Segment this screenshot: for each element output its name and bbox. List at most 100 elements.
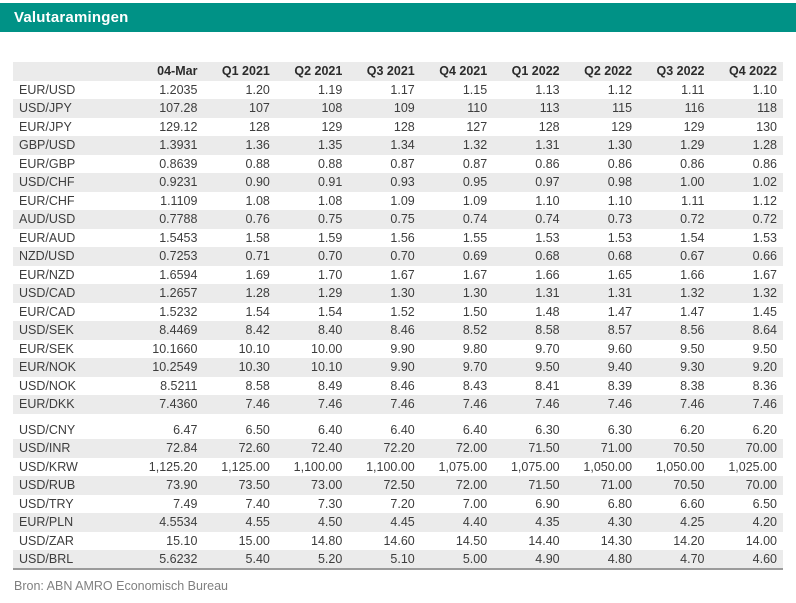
pair-cell: EUR/CAD — [19, 304, 76, 319]
table-row: EUR/NZD 1.6594 1.69 1.70 1.67 1.67 1.66 1.65 1.6… — [13, 266, 783, 285]
value-cell: 1.67 — [752, 267, 777, 282]
value-cell: 6.30 — [607, 422, 633, 437]
value-cell: 73.00 — [275, 476, 349, 495]
value-cell: 6.50 — [245, 422, 270, 437]
pair-cell: USD/CNY — [19, 422, 76, 437]
value-cell: 4.60 — [710, 550, 783, 569]
pair-cell: EUR/SEK — [19, 341, 74, 356]
value-cell: 0.86 — [680, 156, 705, 171]
value-cell: 14.50 — [455, 533, 488, 548]
pair-cell: EUR/USD — [19, 82, 76, 97]
value-cell: 0.75 — [348, 210, 421, 229]
column-header: Q2 2022 — [565, 62, 639, 81]
value-cell: 8.43 — [462, 378, 488, 393]
value-cell: 71.50 — [493, 476, 566, 495]
value-cell: 6.60 — [680, 496, 705, 511]
value-cell: 1.47 — [607, 304, 633, 319]
table-row: EUR/GBP 0.8639 0.88 0.88 0.87 0.87 0.86 0.86 0.8… — [13, 155, 783, 174]
forecast-table-container: 04-Mar Q1 2021 Q2 2021 Q3 2021 Q4 2021 Q1 202… — [13, 62, 783, 570]
table-row: EUR/AUD 1.5453 1.58 1.59 1.56 1.55 1.53 1.53 1.5… — [13, 229, 783, 248]
value-cell: 10.1660 — [152, 341, 198, 356]
value-cell: 5.40 — [203, 550, 276, 569]
value-cell: 15.00 — [238, 533, 270, 548]
value-cell: 72.40 — [275, 439, 349, 458]
pair-cell: USD/RUB — [13, 476, 131, 495]
value-cell: 1.30 — [348, 284, 421, 303]
value-cell: 1.32 — [420, 136, 494, 155]
value-cell: 130 — [756, 119, 777, 134]
value-cell: 8.5211 — [160, 378, 198, 393]
pair-cell: EUR/NZD — [19, 267, 75, 282]
column-header: Q2 2021 — [275, 62, 349, 81]
pair-cell: USD/TRY — [19, 496, 74, 511]
value-cell: 0.90 — [203, 173, 276, 192]
table-row: USD/KRW 1,125.20 1,125.00 1,100.00 1,100.00 1… — [13, 458, 783, 477]
value-cell: 1,025.00 — [728, 459, 777, 474]
value-cell: 0.8639 — [159, 156, 198, 171]
value-cell: 1.54 — [680, 230, 705, 245]
value-cell: 1.34 — [348, 136, 421, 155]
value-cell: 8.39 — [607, 378, 633, 393]
value-cell: 4.30 — [565, 513, 639, 532]
value-cell: 1.19 — [317, 82, 343, 97]
value-cell: 1.32 — [638, 284, 711, 303]
value-cell: 7.46 — [493, 395, 566, 414]
value-cell: 1.6594 — [159, 267, 198, 282]
value-cell: 6.40 — [317, 422, 343, 437]
table-row: EUR/CHF 1.1109 1.08 1.08 1.09 1.09 1.10 1.10 1.1… — [13, 192, 783, 211]
value-cell: 1.53 — [752, 230, 777, 245]
value-cell: 8.57 — [565, 321, 639, 340]
value-cell: 1.35 — [275, 136, 349, 155]
value-cell: 5.6232 — [131, 550, 204, 569]
value-cell: 7.40 — [245, 496, 270, 511]
value-cell: 7.46 — [275, 395, 349, 414]
value-cell: 0.9231 — [131, 173, 204, 192]
value-cell: 110 — [420, 99, 494, 118]
value-cell: 14.20 — [673, 533, 705, 548]
value-cell: 7.46 — [348, 395, 421, 414]
value-cell: 8.4469 — [131, 321, 204, 340]
value-cell: 1,050.00 — [583, 459, 633, 474]
value-cell: 7.46 — [420, 395, 494, 414]
value-cell: 0.70 — [275, 247, 349, 266]
value-cell: 0.93 — [348, 173, 421, 192]
value-cell: 8.56 — [638, 321, 711, 340]
value-cell: 1.29 — [638, 136, 711, 155]
table-row: EUR/USD 1.2035 1.20 1.19 1.17 1.15 1.13 1.12 1.1… — [13, 81, 783, 100]
value-cell: 0.88 — [317, 156, 343, 171]
value-cell: 0.97 — [493, 173, 566, 192]
value-cell: 1,075.00 — [510, 459, 560, 474]
value-cell: 1.11 — [681, 193, 705, 208]
value-cell: 0.7788 — [131, 210, 204, 229]
value-cell: 70.00 — [710, 476, 783, 495]
table-row: USD/CHF 0.9231 0.90 0.91 0.93 0.95 0.97 0.98 1.0… — [13, 173, 783, 192]
value-cell: 1.50 — [462, 304, 488, 319]
pair-cell: AUD/USD — [13, 210, 131, 229]
value-cell: 1.66 — [680, 267, 705, 282]
value-cell: 70.00 — [710, 439, 783, 458]
table-row: EUR/PLN 4.5534 4.55 4.50 4.45 4.40 4.35 4.30 4.2… — [13, 513, 783, 532]
value-cell: 4.5534 — [131, 513, 204, 532]
value-cell: 14.00 — [745, 533, 777, 548]
value-cell: 7.46 — [565, 395, 639, 414]
pair-cell: EUR/CHF — [19, 193, 75, 208]
value-cell: 9.70 — [420, 358, 494, 377]
value-cell: 1.69 — [245, 267, 270, 282]
value-cell: 8.38 — [680, 378, 705, 393]
value-cell: 4.40 — [420, 513, 494, 532]
value-cell: 6.90 — [535, 496, 560, 511]
value-cell: 0.91 — [275, 173, 349, 192]
value-cell: 1,125.20 — [148, 459, 198, 474]
value-cell: 7.46 — [710, 395, 783, 414]
value-cell: 7.46 — [638, 395, 711, 414]
value-cell: 1.53 — [607, 230, 633, 245]
value-cell: 0.75 — [275, 210, 349, 229]
value-cell: 0.74 — [493, 210, 566, 229]
value-cell: 9.30 — [638, 358, 711, 377]
value-cell: 1.32 — [710, 284, 783, 303]
value-cell: 0.68 — [565, 247, 639, 266]
value-cell: 1.58 — [245, 230, 270, 245]
value-cell: 71.50 — [493, 439, 566, 458]
value-cell: 128 — [249, 119, 270, 134]
page-title: Valutaramingen — [14, 9, 129, 26]
